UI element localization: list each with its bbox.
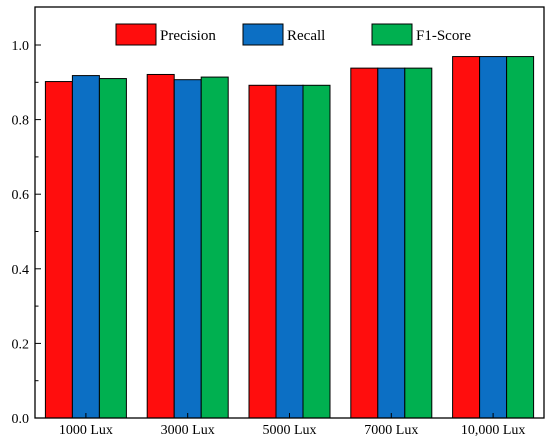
bar-precision-2 xyxy=(248,84,277,419)
y-tick-label: 1.0 xyxy=(12,39,30,54)
legend-swatch-f1-score xyxy=(371,23,413,46)
bar-recall-0 xyxy=(71,75,100,419)
y-tick-label: 0.0 xyxy=(12,412,30,427)
bar-recall-2 xyxy=(275,84,304,419)
bar-precision-0 xyxy=(44,81,73,419)
y-tick-label: 0.6 xyxy=(12,188,30,203)
bar-precision-1 xyxy=(146,73,175,419)
legend-label-f1-score: F1-Score xyxy=(416,28,471,44)
bars-group xyxy=(44,56,535,419)
bar-recall-1 xyxy=(173,79,202,419)
bar-f1-score-4 xyxy=(506,56,535,419)
y-tick-label: 0.2 xyxy=(12,337,30,352)
bar-precision-3 xyxy=(350,67,379,419)
x-tick-label: 1000 Lux xyxy=(59,423,113,438)
bar-f1-score-0 xyxy=(98,78,127,419)
x-tick-label: 10,000 Lux xyxy=(461,423,526,438)
y-tick-label: 0.4 xyxy=(12,263,30,278)
bar-recall-3 xyxy=(377,67,406,419)
x-tick-label: 7000 Lux xyxy=(364,423,418,438)
bar-f1-score-1 xyxy=(200,76,229,419)
bar-f1-score-2 xyxy=(302,84,331,419)
bar-f1-score-3 xyxy=(404,67,433,419)
legend-swatch-recall xyxy=(242,23,284,46)
legend: Precision Recall F1-Score xyxy=(115,23,471,46)
bar-recall-4 xyxy=(479,56,508,419)
legend-label-recall: Recall xyxy=(287,28,325,44)
legend-swatch-precision xyxy=(115,23,157,46)
legend-label-precision: Precision xyxy=(160,28,216,44)
y-tick-label: 0.8 xyxy=(12,114,30,129)
x-tick-label: 5000 Lux xyxy=(262,423,316,438)
axes-group: 0.0 0.2 0.4 0.6 0.8 1.0 1000 Lux 3000 Lux 5000 L… xyxy=(12,6,545,438)
x-tick-label: 3000 Lux xyxy=(161,423,215,438)
bar-precision-4 xyxy=(452,56,481,419)
